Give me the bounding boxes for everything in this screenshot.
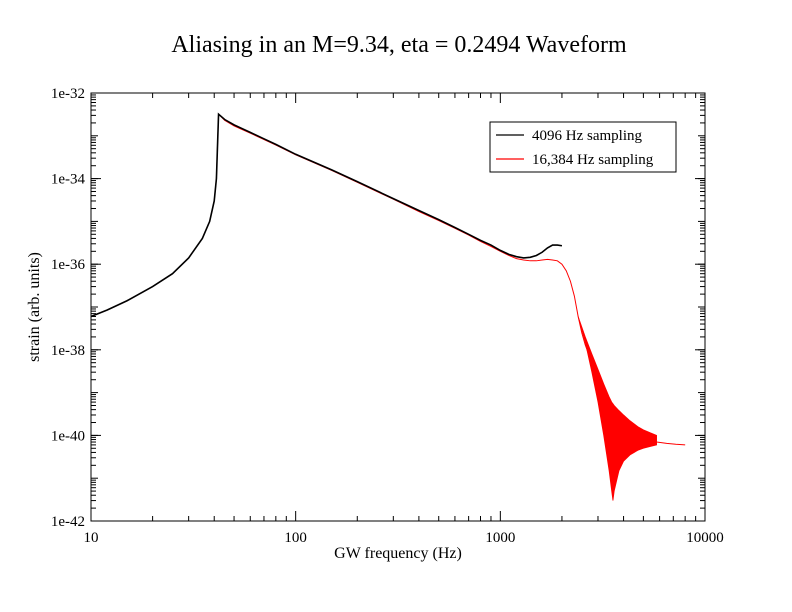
series-4096 (90, 112, 563, 318)
series-line (90, 112, 563, 318)
aliasing-band (577, 316, 657, 501)
x-tick-label: 10000 (686, 530, 724, 546)
y-tick-label: 1e-40 (51, 428, 85, 444)
legend: 4096 Hz sampling 16,384 Hz sampling (489, 121, 677, 173)
plot-area (90, 112, 686, 501)
legend-box (489, 121, 677, 173)
y-tick-label: 1e-36 (51, 257, 86, 273)
y-axis-label: strain (arb. units) (26, 252, 43, 362)
x-tick-label: 1000 (485, 530, 515, 546)
y-tick-label: 1e-42 (51, 514, 85, 530)
legend-label-16384: 16,384 Hz sampling (532, 152, 654, 168)
y-tick-label: 1e-34 (51, 172, 86, 188)
chart-title: Aliasing in an M=9.34, eta = 0.2494 Wave… (171, 32, 627, 58)
x-tick-label: 100 (284, 530, 307, 546)
y-tick-label: 1e-32 (51, 86, 85, 102)
y-tick-label: 1e-38 (51, 343, 85, 359)
x-tick-label: 10 (84, 530, 99, 546)
legend-label-4096: 4096 Hz sampling (532, 128, 642, 144)
axis-ticks: 10 100 1000 10000 1e-42 1e-40 1e-38 1e-36 1e-34 1… (51, 86, 724, 546)
x-axis-label: GW frequency (Hz) (334, 545, 462, 562)
